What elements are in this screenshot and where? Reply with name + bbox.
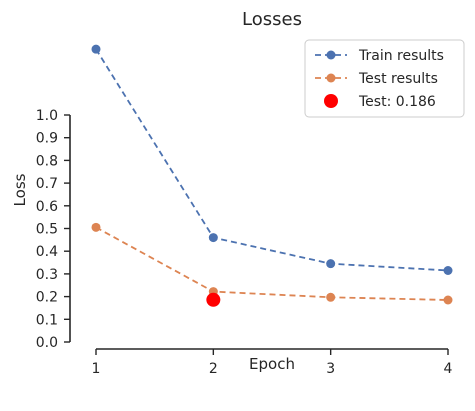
x-tick-label: 2 (209, 361, 218, 377)
y-tick-label: 0.9 (36, 131, 58, 147)
legend-box (304, 39, 465, 118)
legend-label-1: Test results (358, 71, 438, 87)
y-tick-label: 0.5 (36, 222, 58, 238)
legend-highlight-marker (324, 94, 338, 108)
test-point (91, 222, 101, 232)
y-tick-label: 0.8 (36, 153, 58, 169)
y-tick-label: 0.3 (36, 267, 58, 283)
train-point (326, 259, 336, 269)
train-point (91, 44, 101, 54)
y-tick-label: 0.4 (36, 244, 58, 260)
train-point (208, 233, 218, 243)
series-line-train (95, 48, 449, 272)
legend-marker-0 (326, 50, 336, 60)
y-tick-label: 0.1 (36, 312, 58, 328)
legend: Train results Test results Test: 0.186 (304, 39, 465, 118)
highlight-point (206, 292, 221, 307)
y-ticks: 0.0 0.1 0.2 0.3 0.4 0.5 0.6 0.7 0.8 0.9 1.0 (36, 108, 70, 351)
chart-title: Losses (242, 9, 302, 30)
legend-label-2: Test: 0.186 (358, 94, 436, 110)
y-tick-label: 0.6 (36, 199, 58, 215)
train-point (443, 265, 453, 275)
y-axis-label: Loss (11, 173, 29, 206)
x-tick-label: 3 (326, 361, 335, 377)
legend-marker-1 (326, 73, 336, 83)
x-axis-label: Epoch (249, 355, 295, 373)
plot-lines (91, 44, 453, 307)
test-point (443, 295, 453, 305)
y-tick-label: 0.0 (36, 335, 58, 351)
legend-label-0: Train results (358, 48, 444, 64)
test-point (326, 292, 336, 302)
series-line-test (95, 226, 449, 301)
y-tick-label: 0.7 (36, 176, 58, 192)
x-ticks: 1 2 3 4 (92, 349, 453, 377)
x-tick-label: 4 (444, 361, 453, 377)
x-tick-label: 1 (92, 361, 101, 377)
legend-entries: Train results Test results Test: 0.186 (315, 48, 444, 110)
y-tick-label: 0.2 (36, 290, 58, 306)
y-tick-label: 1.0 (36, 108, 58, 124)
